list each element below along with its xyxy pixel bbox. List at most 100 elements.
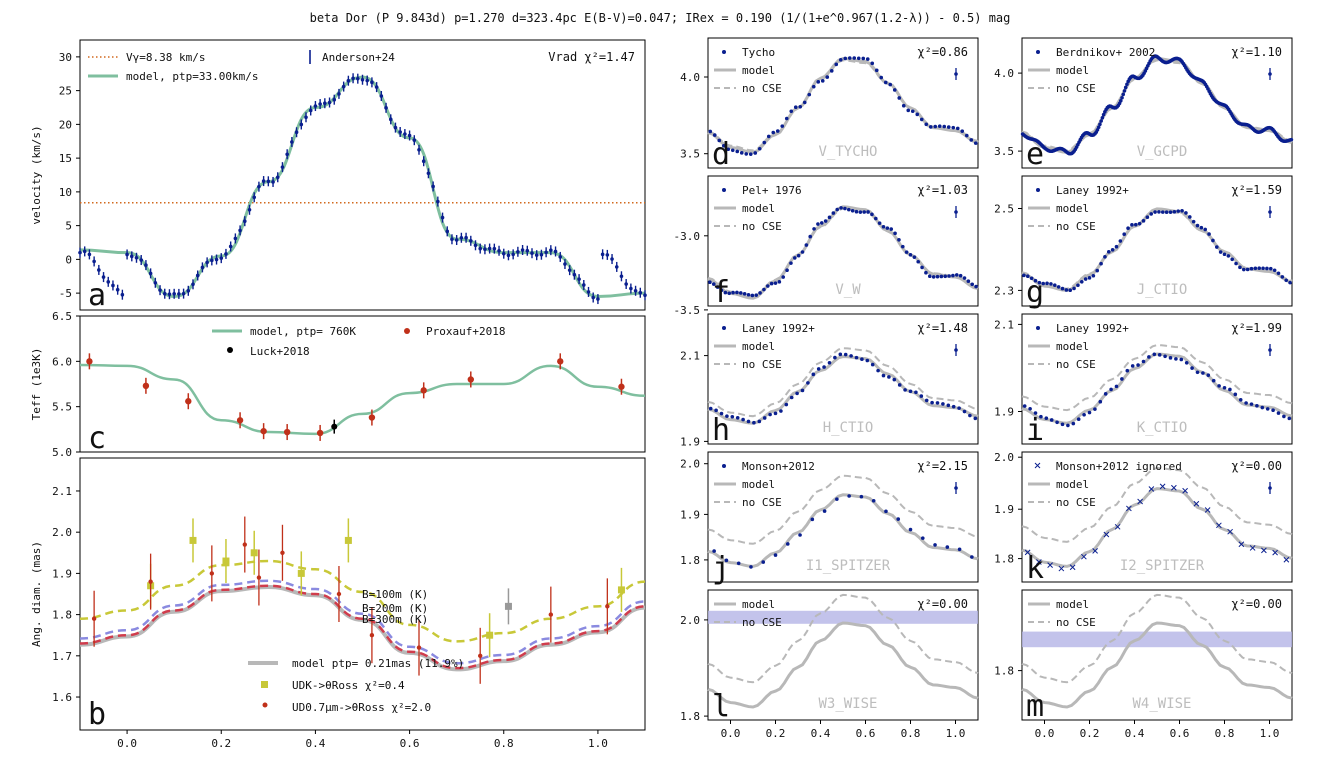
data-point-g: [1268, 266, 1273, 271]
data-point-d: [793, 105, 798, 110]
legend-source-j: Monson+2012: [742, 460, 815, 473]
data-point-d: [811, 84, 816, 89]
data-point-g: [1184, 211, 1188, 215]
data-point-g: [1095, 268, 1100, 273]
data-point-e: [1096, 125, 1101, 130]
velocity-point: [139, 258, 144, 262]
data-point-g: [1141, 219, 1146, 223]
data-point-i: [1147, 355, 1151, 359]
ud07-point: [242, 542, 247, 547]
data-point-k: [1261, 547, 1267, 554]
chi2-e: χ²=1.10: [1231, 45, 1282, 59]
data-point-h: [746, 419, 751, 424]
legend-luck: Luck+2018: [250, 345, 310, 358]
data-point-i: [1179, 357, 1184, 362]
ytick-label-d: 3.5: [680, 148, 700, 161]
data-point-k: [1092, 548, 1098, 554]
legend-nocse-g: no CSE: [1056, 220, 1096, 233]
data-point-j: [945, 545, 950, 549]
data-point-k: [1171, 484, 1177, 491]
data-point-d: [910, 109, 915, 114]
data-point-j: [847, 494, 851, 498]
ytick-label-b: 2.0: [52, 526, 72, 539]
ytick-label-b: 1.7: [52, 650, 72, 663]
data-point-g: [1211, 238, 1215, 243]
velocity-point: [78, 250, 82, 255]
velocity-point: [384, 106, 388, 110]
data-point-i: [1228, 387, 1232, 392]
velocity-point: [219, 256, 224, 260]
data-point-f: [750, 293, 755, 298]
data-point-f: [723, 290, 728, 295]
panel-letter-m: m: [1026, 689, 1044, 724]
data-point-i: [1152, 352, 1157, 357]
xtick-label-l: 0.8: [901, 727, 921, 740]
chi2-i: χ²=1.99: [1231, 321, 1282, 335]
nocse-curve-h: [707, 347, 979, 418]
data-point-f: [758, 291, 762, 295]
data-point-i: [1184, 360, 1189, 365]
data-point-i: [1087, 410, 1092, 415]
panel-frame-k: [1021, 451, 1293, 583]
data-point-g: [1106, 250, 1111, 254]
data-point-f: [796, 253, 801, 258]
data-point-g: [1114, 244, 1119, 249]
data-point-k: [1081, 553, 1087, 560]
data-point-g: [1122, 232, 1127, 237]
velocity-point: [153, 280, 158, 285]
velocity-point: [167, 292, 172, 297]
data-point-f: [970, 282, 975, 287]
data-point-h: [951, 404, 956, 409]
udk-point: [222, 557, 230, 565]
ytick-label-l: 1.8: [680, 710, 700, 723]
legend-source-swatch-d: [722, 50, 726, 54]
velocity-point: [82, 249, 87, 254]
data-point-g: [1130, 223, 1134, 227]
data-point-f: [789, 261, 793, 265]
xtick-label-b: 0.4: [305, 737, 325, 750]
data-point-g: [1029, 276, 1034, 281]
data-point-g: [1060, 286, 1065, 291]
legend-udk-swatch: [261, 681, 268, 688]
velocity-point: [323, 101, 327, 106]
data-point-e: [1123, 85, 1128, 90]
data-point-g: [1230, 257, 1235, 262]
panel-frame-d: [707, 37, 979, 169]
data-point-j: [970, 555, 974, 559]
data-point-g: [1083, 277, 1088, 281]
data-point-f: [885, 226, 890, 230]
data-point-d: [775, 129, 780, 133]
legend-proxauf-swatch: [404, 328, 410, 334]
udk-point: [297, 569, 305, 577]
data-point-e: [1120, 95, 1124, 100]
velocity-point: [200, 265, 205, 270]
data-point-h: [941, 402, 945, 406]
legend-luck-swatch: [227, 347, 233, 353]
label-300m: B=300m (K): [362, 613, 428, 626]
data-point-f: [862, 210, 867, 214]
data-point-f: [966, 279, 971, 283]
data-point-h: [833, 355, 837, 360]
data-point-f: [785, 268, 789, 272]
data-point-g: [1045, 281, 1049, 286]
teff-point: [467, 376, 474, 383]
velocity-point: [365, 78, 370, 83]
velocity-point: [313, 104, 318, 108]
legend-source-g: Laney 1992+: [1056, 184, 1129, 197]
data-point-f: [812, 227, 816, 231]
velocity-point: [487, 246, 492, 251]
data-point-g: [1099, 261, 1103, 266]
xtick-label-b: 1.0: [588, 737, 608, 750]
data-point-i: [1049, 418, 1054, 422]
data-point-f: [877, 221, 882, 225]
data-point-f: [912, 255, 917, 259]
data-point-g: [1203, 227, 1208, 232]
xtick-label-b: 0.8: [494, 737, 514, 750]
data-point-f: [939, 274, 944, 279]
velocity-point: [242, 219, 247, 223]
data-point-d: [946, 125, 951, 129]
data-point-h: [816, 367, 821, 371]
data-point-g: [1288, 280, 1292, 285]
data-point-k: [1036, 559, 1042, 565]
velocity-point: [290, 140, 294, 144]
